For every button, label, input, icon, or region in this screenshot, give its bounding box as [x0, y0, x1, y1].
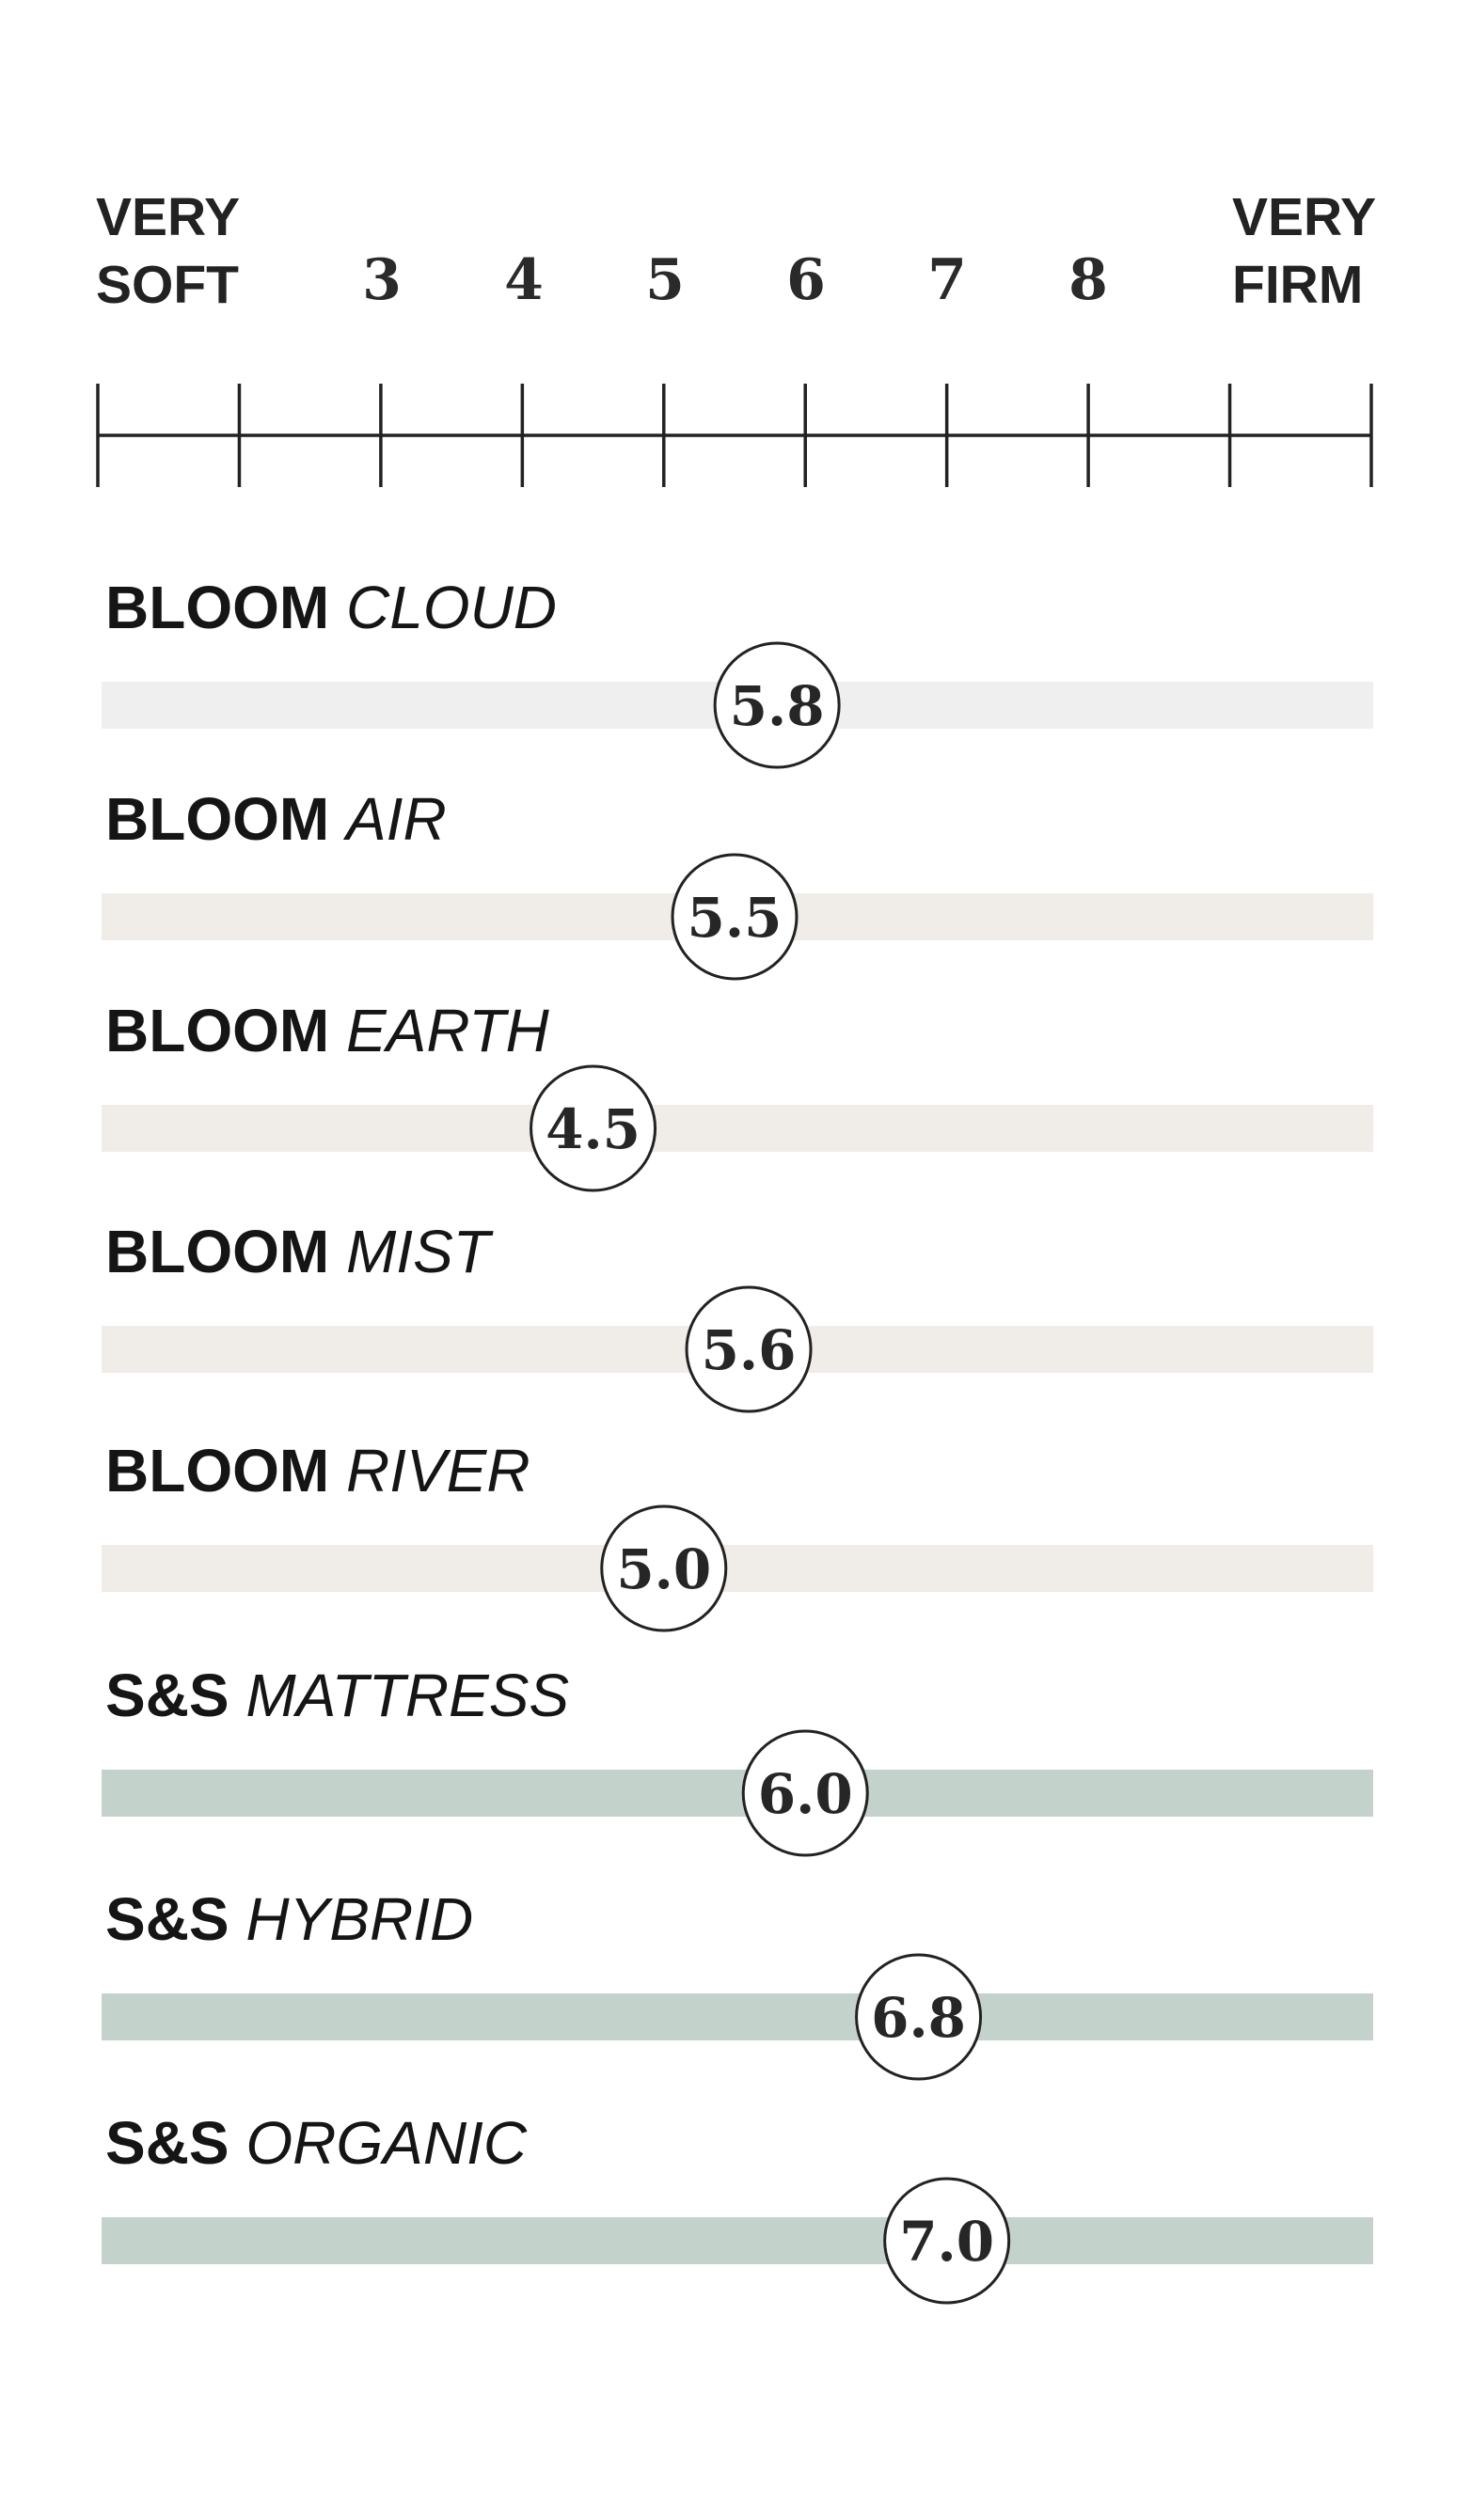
firmness-value-label: 5.0 [616, 1537, 711, 1601]
firmness-marker [685, 1285, 813, 1413]
scale-tick-labels: 3 4 5 6 7 8 [362, 247, 1108, 313]
row-sands-mattress: S&S MATTRESS 6.0 [102, 1662, 1373, 1857]
model-name: HYBRID [245, 1885, 473, 1953]
row-label: S&S HYBRID [105, 1885, 473, 1953]
brand-name: S&S [105, 2109, 245, 2177]
brand-name: BLOOM [105, 1218, 346, 1285]
brand-name: BLOOM [105, 574, 346, 641]
firmness-marker [713, 641, 841, 769]
very-firm-label-line1: VERY [1232, 187, 1376, 247]
model-name: MATTRESS [245, 1662, 569, 1729]
model-name: EARTH [346, 997, 550, 1064]
row-bloom-mist: BLOOM MIST 5.6 [102, 1218, 1373, 1413]
model-name: AIR [342, 785, 447, 853]
firmness-track [102, 2217, 1373, 2264]
brand-name: BLOOM [105, 997, 346, 1064]
row-label: BLOOM RIVER [105, 1437, 530, 1504]
tick-label-3: 3 [362, 247, 402, 313]
row-sands-hybrid: S&S HYBRID 6.8 [102, 1885, 1373, 2081]
row-label: S&S MATTRESS [105, 1662, 569, 1729]
firmness-track [102, 1545, 1373, 1592]
tick-label-6: 6 [786, 247, 826, 313]
model-name: CLOUD [346, 574, 557, 641]
row-label: BLOOM CLOUD [105, 574, 557, 641]
firmness-track [102, 1993, 1373, 2040]
firmness-marker [600, 1504, 728, 1632]
mattress-rows: BLOOM CLOUD 5.8 BLOOM AIR 5.5 BLOOM EARTH 4.5… [102, 574, 1373, 2305]
brand-name: BLOOM [105, 785, 346, 853]
brand-name: S&S [105, 1662, 245, 1729]
tick-label-4: 4 [504, 247, 544, 313]
brand-name: S&S [105, 1885, 245, 1953]
row-label: S&S ORGANIC [105, 2109, 528, 2177]
model-name: RIVER [346, 1437, 530, 1504]
firmness-value-label: 6.0 [758, 1762, 853, 1826]
firmness-value-label: 4.5 [546, 1097, 641, 1161]
firmness-value-label: 5.5 [688, 886, 783, 950]
model-name: ORGANIC [245, 2109, 527, 2177]
row-bloom-river: BLOOM RIVER 5.0 [102, 1437, 1373, 1632]
row-label: BLOOM MIST [105, 1218, 494, 1285]
firmness-track [102, 1770, 1373, 1817]
firmness-value-label: 5.8 [730, 674, 825, 738]
very-soft-label-line2: SOFT [96, 255, 239, 315]
firmness-marker [741, 1729, 869, 1857]
row-label: BLOOM AIR [105, 785, 447, 853]
firmness-marker [530, 1064, 657, 1192]
firmness-marker [855, 1953, 983, 2081]
row-sands-organic: S&S ORGANIC 7.0 [102, 2109, 1373, 2305]
firmness-marker [883, 2177, 1011, 2305]
row-label: BLOOM EARTH [105, 997, 550, 1064]
brand-name: BLOOM [105, 1437, 346, 1504]
row-bloom-cloud: BLOOM CLOUD 5.8 [102, 574, 1373, 769]
very-firm-label-line2: FIRM [1232, 255, 1363, 315]
firmness-value-label: 5.6 [702, 1318, 797, 1382]
model-name: MIST [346, 1218, 494, 1285]
tick-label-7: 7 [927, 247, 967, 313]
row-bloom-earth: BLOOM EARTH 4.5 [102, 997, 1373, 1192]
very-soft-label-line1: VERY [96, 187, 240, 247]
tick-label-8: 8 [1068, 247, 1108, 313]
firmness-marker [671, 853, 799, 981]
tick-label-5: 5 [645, 247, 685, 313]
firmness-scale-ruler [96, 384, 1373, 487]
row-bloom-air: BLOOM AIR 5.5 [102, 785, 1373, 981]
firmness-value-label: 6.8 [871, 1986, 966, 2050]
firmness-track [102, 1105, 1373, 1152]
firmness-value-label: 7.0 [899, 2210, 994, 2274]
